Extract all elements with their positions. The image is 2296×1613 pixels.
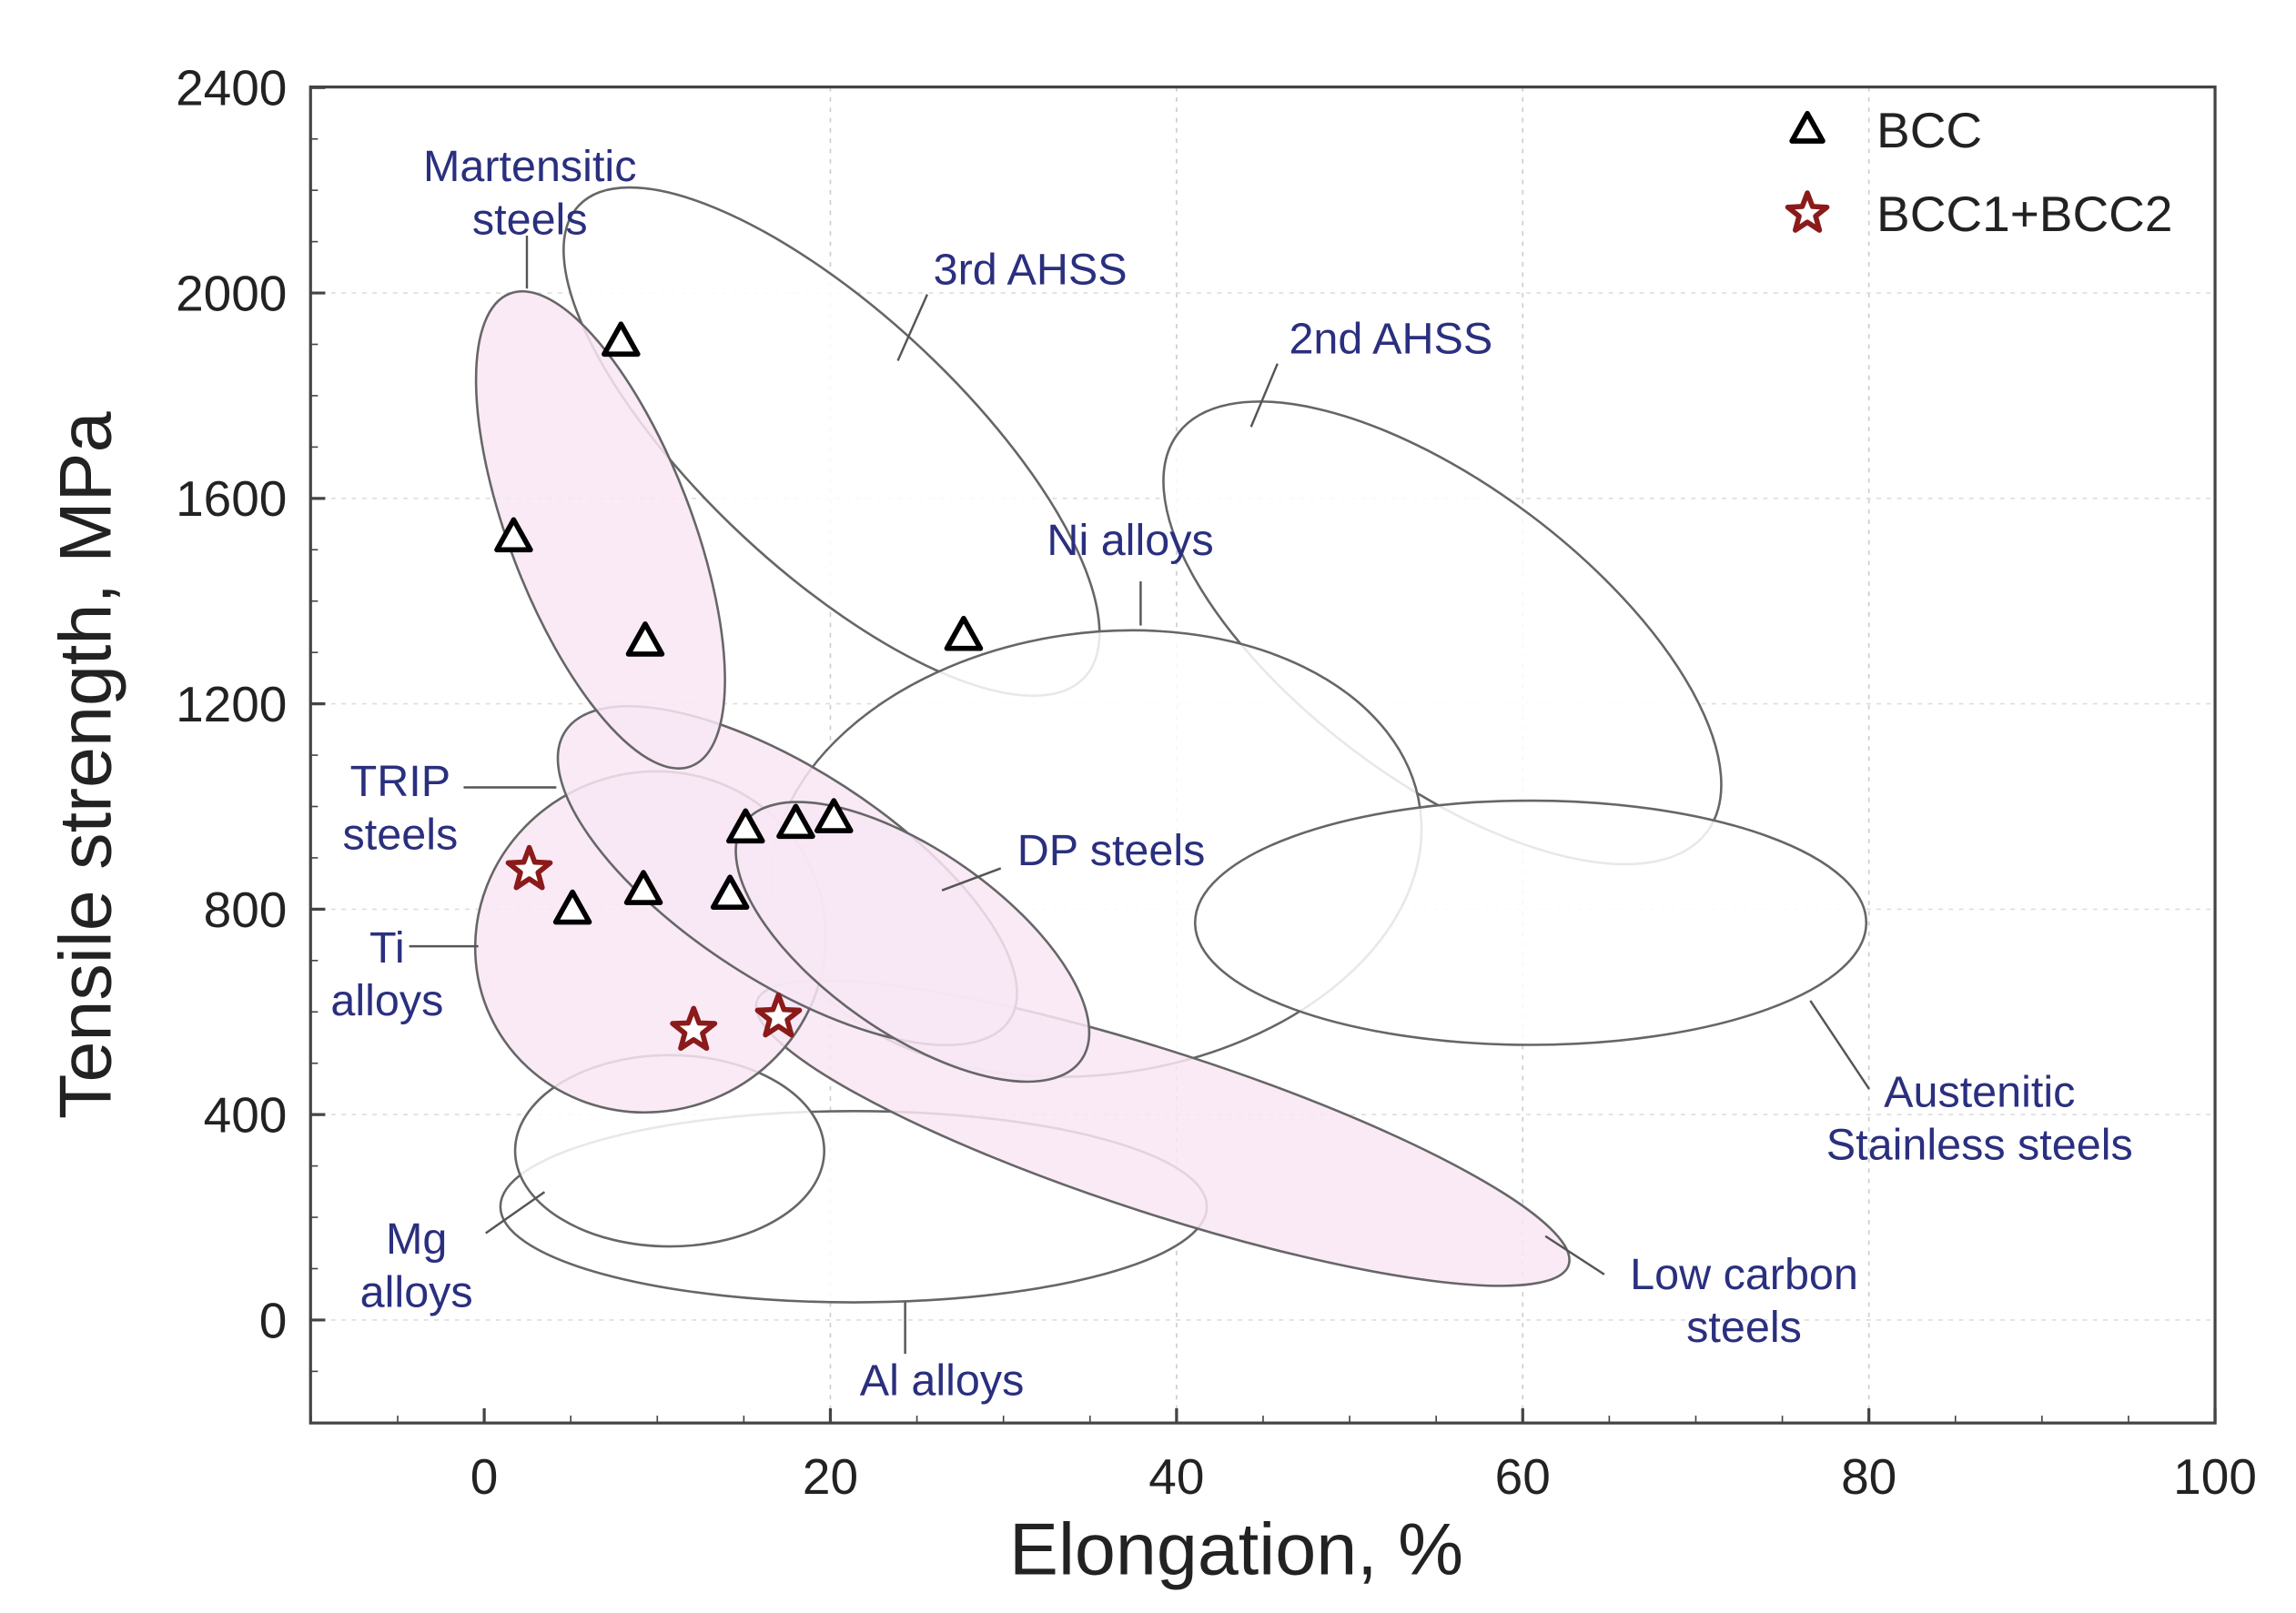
region-label-3rd-ahss: 3rd AHSS: [934, 245, 1128, 294]
bcc-point: [625, 621, 665, 657]
y-tick-label: 400: [204, 1087, 288, 1144]
bcc-point: [776, 803, 815, 840]
data-points: [494, 321, 984, 1052]
leader-mg-alloys: [485, 1191, 546, 1235]
legend-label-bcc1-bcc2: BCC1+BCC2: [1876, 186, 2172, 242]
legend-triangle-icon: [1789, 110, 1826, 144]
region-label-ti-alloys: Ti: [369, 923, 405, 973]
legend: BCC BCC1+BCC2: [1785, 102, 2172, 242]
leader-austenitic-stainless-steels: [1809, 1000, 1870, 1090]
bcc-point: [944, 615, 984, 651]
bcc1-bcc2-point: [754, 992, 803, 1038]
region-label-martensitic-steels: Martensitic: [423, 142, 636, 191]
region-label-ni-alloys: Ni alloys: [1047, 516, 1213, 565]
y-tick-label: 2400: [176, 60, 287, 116]
bcc1-bcc2-point: [505, 844, 553, 891]
regions: [473, 186, 1868, 1304]
bcc-point: [494, 517, 533, 553]
bcc-point: [552, 889, 592, 925]
region-austenitic-stainless-steels: [1193, 799, 1868, 1046]
y-tick-label: 1600: [176, 470, 287, 527]
bcc-point: [623, 870, 663, 905]
x-tick-label: 0: [470, 1448, 499, 1505]
region-label-mg-alloys: Mg: [386, 1215, 447, 1264]
y-tick-label: 2000: [176, 265, 287, 321]
region-martensitic-steels: [474, 289, 726, 770]
y-tick-label: 800: [204, 882, 288, 938]
region-label-austenitic-stainless-steels: Stainless steels: [1826, 1121, 2133, 1170]
bcc-point: [814, 798, 854, 833]
y-axis-label: Tensile strength, MPa: [45, 411, 126, 1119]
region-label-trip-steels: TRIP: [350, 757, 450, 806]
bcc-point: [602, 321, 641, 358]
region-label-low-carbon-steels: Low carbon: [1630, 1250, 1858, 1299]
region-label-trip-steels: steels: [343, 810, 459, 859]
region-label-dp-steels: DP steels: [1017, 826, 1206, 875]
x-tick-label: 40: [1148, 1448, 1204, 1505]
region-label-ti-alloys: alloys: [330, 976, 443, 1025]
region-label-low-carbon-steels: steels: [1686, 1303, 1802, 1352]
x-tick-label: 20: [803, 1448, 858, 1505]
y-tick-label: 0: [259, 1292, 288, 1348]
leader-dp-steels: [941, 867, 1002, 892]
x-tick-label: 80: [1841, 1448, 1896, 1505]
x-tick-label: 100: [2173, 1448, 2257, 1505]
ticks: 0 20 40 60 80 100 0 400 800 1200 1600 2000 2400: [176, 60, 2257, 1505]
y-tick-label: 1200: [176, 676, 287, 732]
bcc1-bcc2-point: [670, 1005, 718, 1052]
region-label-austenitic-stainless-steels: Austenitic: [1884, 1067, 2075, 1116]
region-label-2nd-ahss: 2nd AHSS: [1289, 314, 1492, 363]
bcc-point: [726, 808, 765, 844]
region-label-mg-alloys: alloys: [360, 1267, 473, 1316]
bcc-point: [710, 874, 750, 910]
region-label-al-alloys: Al alloys: [860, 1356, 1025, 1405]
legend-label-bcc: BCC: [1876, 102, 1982, 158]
region-leader-lines: [409, 235, 1870, 1355]
x-tick-label: 60: [1495, 1448, 1551, 1505]
legend-star-icon: [1785, 190, 1830, 233]
x-axis-label: Elongation, %: [1009, 1509, 1463, 1591]
region-label-martensitic-steels: steels: [472, 195, 588, 244]
leader-low-carbon-steels: [1544, 1235, 1605, 1275]
leader-3rd-ahss: [896, 294, 929, 361]
leader-2nd-ahss: [1249, 363, 1279, 428]
